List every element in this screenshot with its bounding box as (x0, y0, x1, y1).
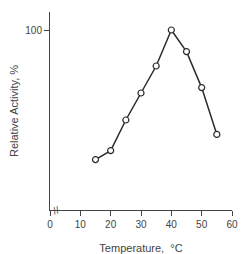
svg-text:60: 60 (226, 219, 238, 230)
svg-text:Relative Activity, %: Relative Activity, % (8, 65, 20, 157)
svg-text:0: 0 (47, 219, 53, 230)
svg-text:20: 20 (105, 219, 117, 230)
svg-text:30: 30 (135, 219, 147, 230)
svg-text:50: 50 (196, 219, 208, 230)
svg-text:100: 100 (25, 25, 42, 36)
svg-text://: // (51, 204, 60, 216)
svg-text:10: 10 (75, 219, 87, 230)
svg-text:40: 40 (166, 219, 178, 230)
svg-text:Temperature, °C: Temperature, °C (99, 242, 182, 254)
